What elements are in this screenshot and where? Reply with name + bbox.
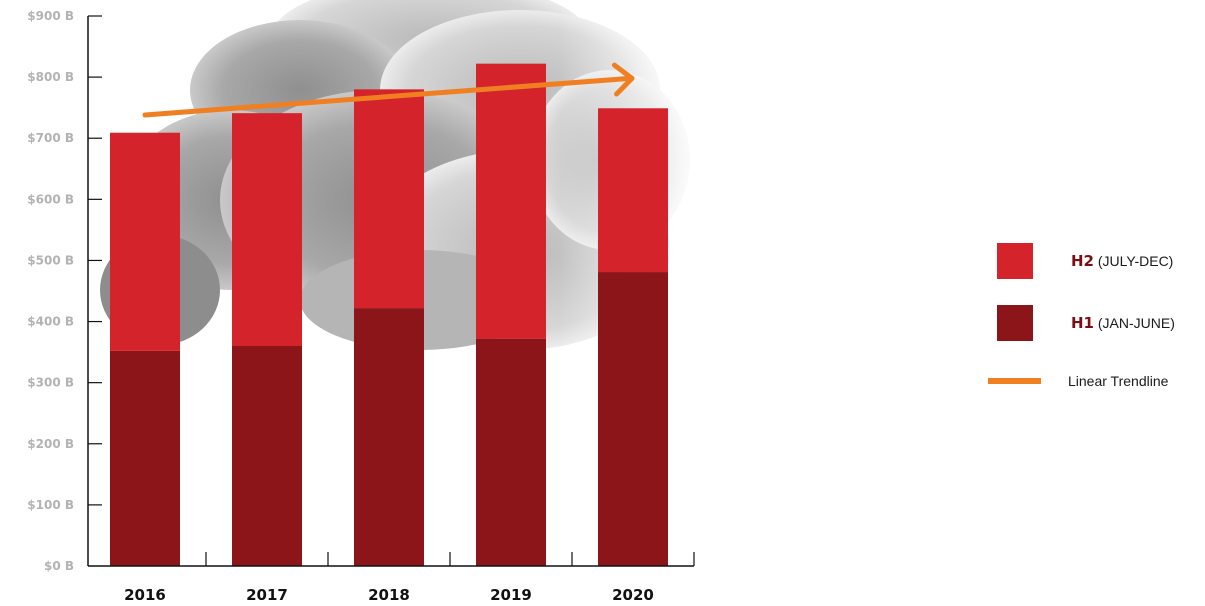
bar-h2-2019 <box>476 63 546 339</box>
bar-h1-2019 <box>476 338 546 566</box>
bar-h1-2018 <box>354 308 424 566</box>
y-tick-label: $100 B <box>27 498 74 512</box>
legend-swatch-h1 <box>997 305 1033 341</box>
bar-h1-2016 <box>110 350 180 566</box>
legend-item-h1: H1 (JAN-JUNE) <box>986 305 1175 341</box>
y-tick-label: $500 B <box>27 253 74 267</box>
bar-h1-2017 <box>232 346 302 566</box>
y-tick-label: $600 B <box>27 192 74 206</box>
legend-label-h2: H2 (JULY-DEC) <box>1071 252 1173 270</box>
legend-label-h1: H1 (JAN-JUNE) <box>1071 314 1175 332</box>
bar-h2-2017 <box>232 113 302 347</box>
legend-name-h1: H1 <box>1071 314 1094 332</box>
legend-name-h2: H2 <box>1071 252 1094 270</box>
bar-h1-2020 <box>598 272 668 566</box>
legend-detail-h1: (JAN-JUNE) <box>1097 315 1175 331</box>
trendline-arrowhead <box>611 62 635 97</box>
y-tick-label: $0 B <box>44 559 74 573</box>
x-axis-ticks: 2016 2017 2018 2019 2020 <box>124 552 695 604</box>
x-tick-label: 2020 <box>612 586 654 604</box>
legend-item-trendline: Linear Trendline <box>986 373 1168 389</box>
legend-detail-h2: (JULY-DEC) <box>1097 253 1174 269</box>
trendline-layer <box>142 62 635 118</box>
x-tick-label: 2016 <box>124 586 166 604</box>
legend-swatch-h2 <box>997 243 1033 279</box>
legend-item-h2: H2 (JULY-DEC) <box>986 243 1173 279</box>
legend-label-trendline: Linear Trendline <box>1068 373 1169 389</box>
bar-h2-2018 <box>354 89 424 309</box>
bars-layer <box>110 63 668 566</box>
y-tick-label: $300 B <box>27 376 74 390</box>
legend-swatch-trendline <box>988 378 1041 384</box>
y-tick-label: $800 B <box>27 70 74 84</box>
y-tick-label: $900 B <box>27 9 74 23</box>
bar-h2-2016 <box>110 132 180 351</box>
y-tick-label: $700 B <box>27 131 74 145</box>
x-tick-label: 2019 <box>490 586 532 604</box>
bar-h2-2020 <box>598 108 668 273</box>
x-tick-label: 2018 <box>368 586 410 604</box>
x-tick-label: 2017 <box>246 586 288 604</box>
y-tick-label: $200 B <box>27 437 74 451</box>
y-axis-ticks: $0 B $100 B $200 B $300 B $400 B $500 B $600 B… <box>27 9 102 573</box>
trendline <box>142 75 633 118</box>
y-tick-label: $400 B <box>27 315 74 329</box>
